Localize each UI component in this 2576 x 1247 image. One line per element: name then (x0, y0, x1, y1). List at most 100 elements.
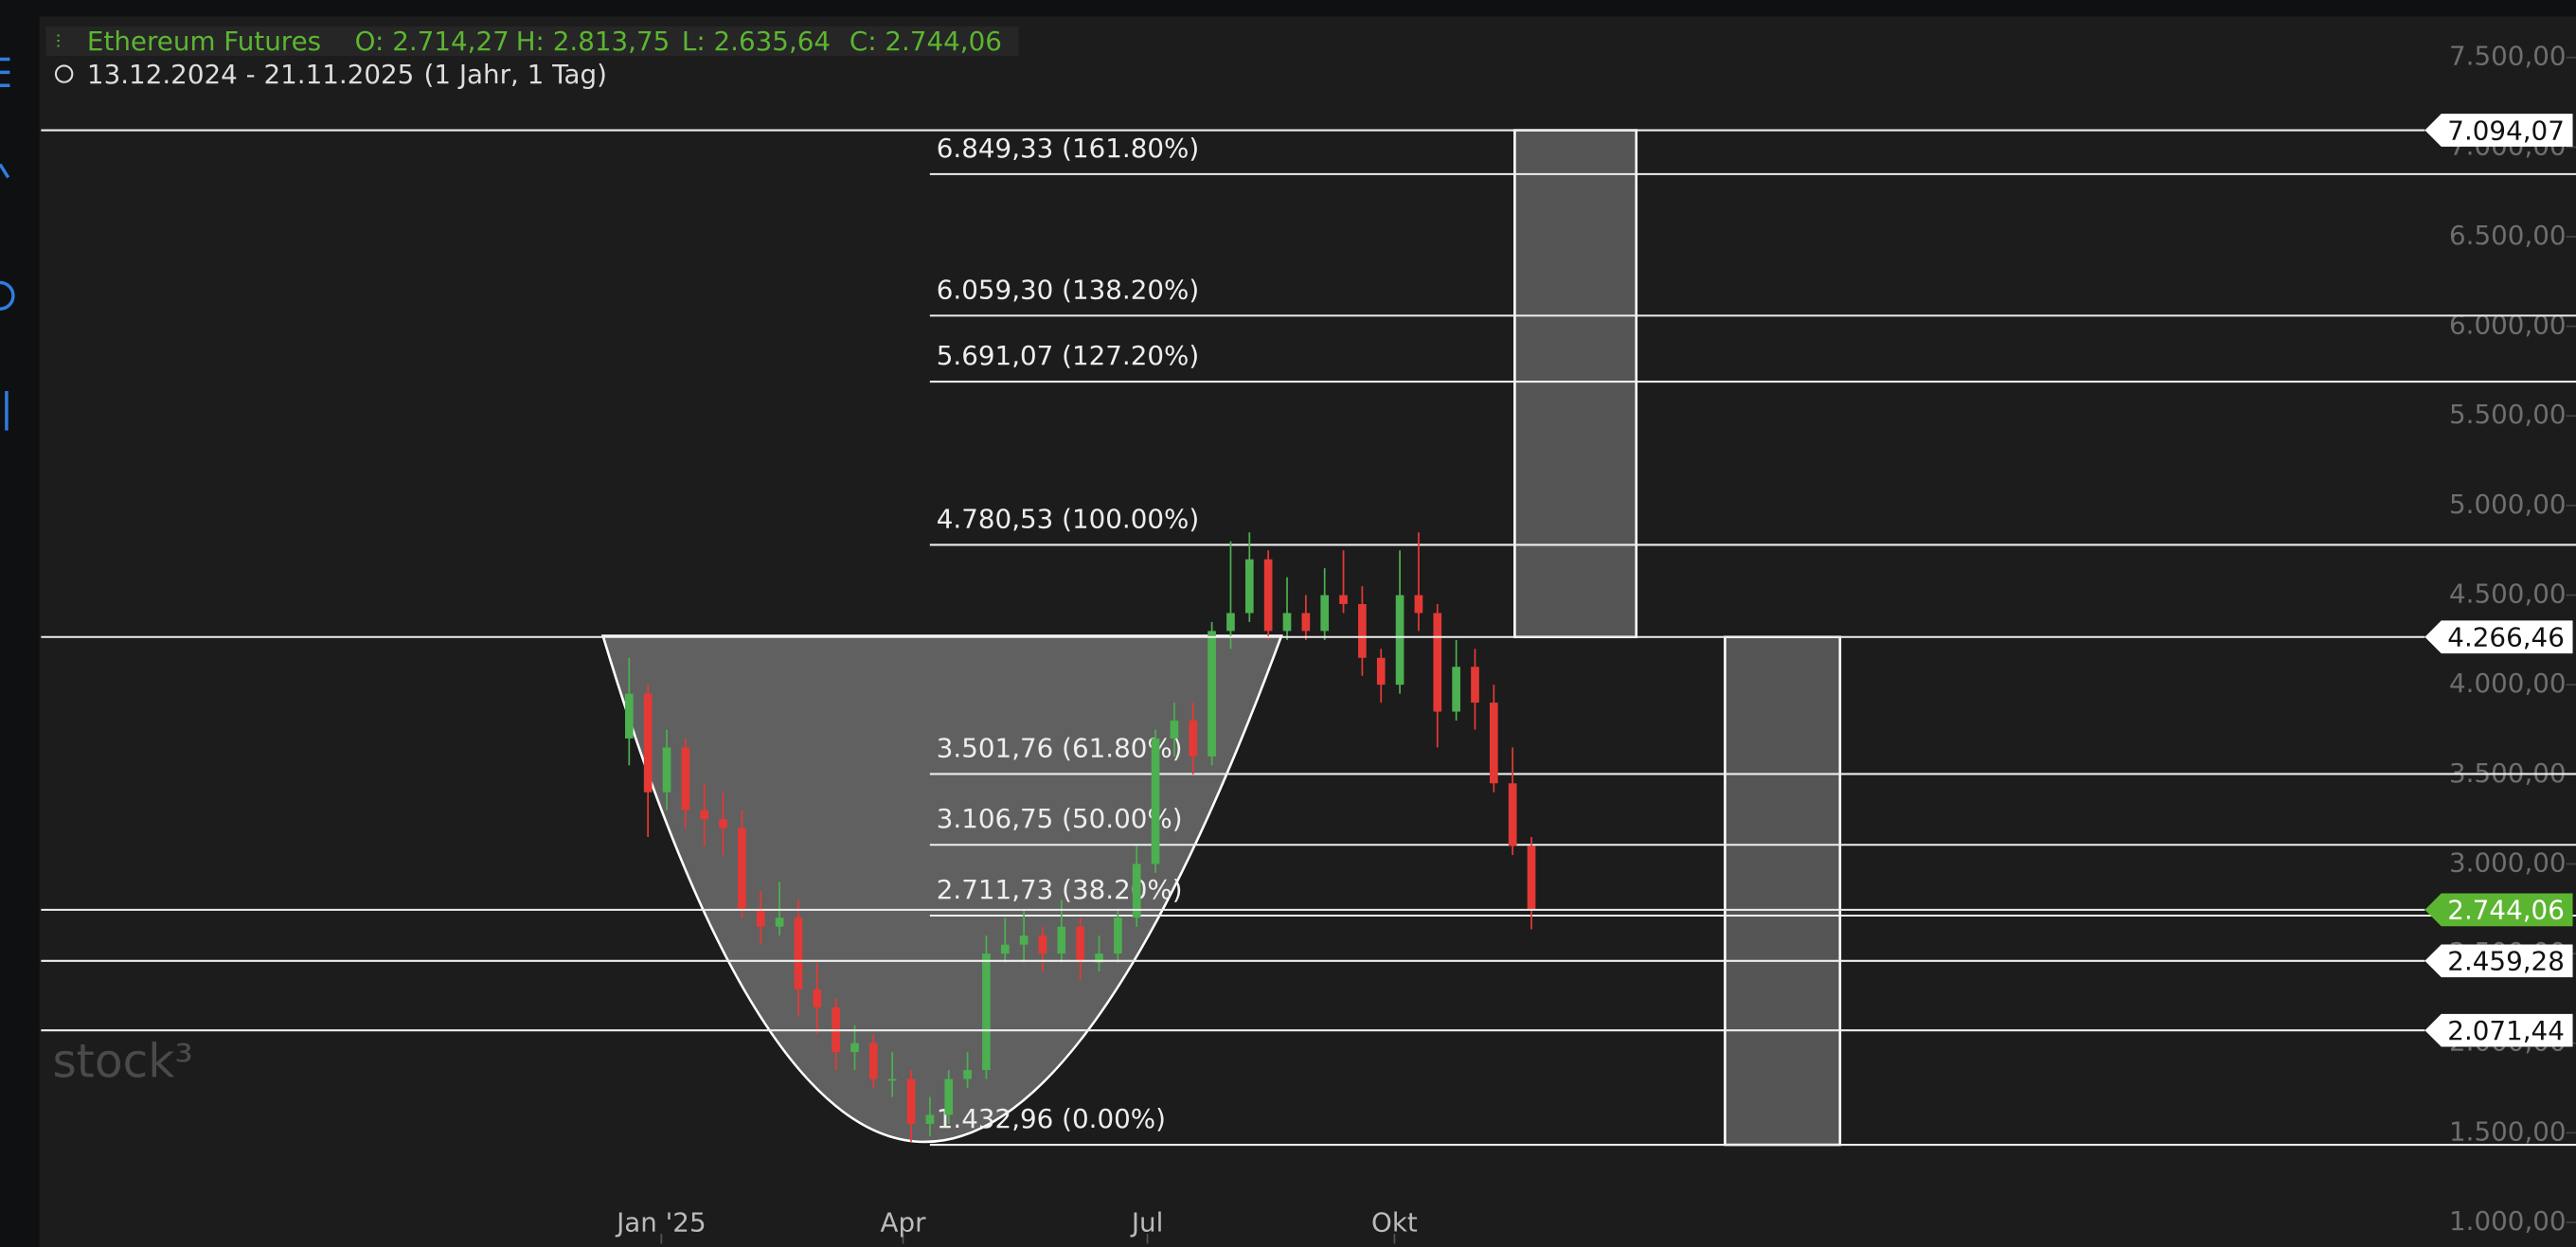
candle-body (1000, 944, 1010, 954)
candle-body (1132, 864, 1141, 918)
y-tick-label: 1.500,00 (2449, 1115, 2567, 1147)
candle-body (1244, 559, 1254, 614)
candle-body (1151, 738, 1160, 864)
instrument-title: Ethereum Futures (87, 26, 321, 57)
y-tick-label: 7.500,00 (2449, 41, 2567, 72)
price-tag-label: 2.744,06 (2447, 895, 2565, 926)
candle-body (813, 989, 822, 1007)
price-tag-label: 7.094,07 (2447, 115, 2565, 146)
header-bg (45, 26, 1019, 56)
price-tag-label: 2.459,28 (2447, 946, 2565, 977)
candle-body (906, 1078, 916, 1124)
ohlc-icon: ⫶ (56, 32, 61, 53)
candle-body (1376, 657, 1386, 686)
candle-body (1508, 783, 1517, 846)
target-zone (1513, 129, 1638, 639)
y-tick-label: 6.500,00 (2449, 220, 2567, 251)
candle-body (1471, 667, 1479, 704)
candle-body (1395, 595, 1404, 686)
candle-body (662, 747, 671, 793)
candle-body (756, 908, 765, 927)
y-tick-label: 4.500,00 (2449, 579, 2567, 610)
candle-body (1263, 559, 1273, 632)
y-tick-label: 4.000,00 (2449, 668, 2567, 699)
ohlc-open: O: 2.714,27 (355, 26, 510, 57)
candle-body (1358, 603, 1367, 658)
x-tick-label: Jan '25 (615, 1207, 707, 1238)
candle-body (681, 747, 690, 811)
candle-body (1320, 595, 1330, 632)
y-tick-label: 3.500,00 (2449, 757, 2567, 789)
price-tag (2424, 620, 2573, 654)
sidebar (0, 0, 40, 1247)
candle-body (925, 1114, 935, 1124)
candle-body (1019, 935, 1029, 945)
candle-body (982, 953, 991, 1071)
date-range: 13.12.2024 - 21.11.2025 (87, 59, 414, 90)
candle-body (1057, 926, 1066, 954)
candle-body (963, 1070, 972, 1079)
price-tag-label: 2.071,44 (2447, 1015, 2565, 1046)
period: (1 Jahr, 1 Tag) (424, 59, 607, 90)
candle-body (1076, 926, 1085, 963)
candle-body (1170, 721, 1179, 739)
icon (0, 280, 15, 311)
y-tick-label: 1.000,00 (2449, 1205, 2567, 1237)
target-zone (1724, 635, 1842, 1147)
candle-body (1301, 613, 1311, 632)
price-tag-label: 4.266,46 (2447, 621, 2565, 652)
cup-pattern (600, 634, 1283, 1144)
candle-body (700, 810, 709, 820)
price-tag (2424, 893, 2573, 927)
y-tick-label: 5.500,00 (2449, 399, 2567, 430)
candle-body (1414, 595, 1423, 614)
fib-label: 6.849,33 (161.80%) (937, 133, 1199, 164)
header: ⫶ Ethereum Futures O: 2.714,27 H: 2.813,… (45, 26, 1019, 90)
icon (0, 163, 10, 179)
price-tag (2424, 114, 2573, 147)
candle-body (1208, 631, 1216, 757)
candle-body (1095, 953, 1103, 963)
ohlc-high: H: 2.813,75 (516, 26, 671, 57)
candle-body (1489, 703, 1498, 784)
sidebar-icons (0, 57, 15, 431)
fib-label: 5.691,07 (127.20%) (937, 340, 1199, 371)
fib-label: 4.780,53 (100.00%) (937, 503, 1199, 534)
y-tick-label: 6.000,00 (2449, 310, 2567, 341)
candle-body (643, 693, 653, 793)
candle-body (624, 693, 634, 739)
candle-body (794, 917, 803, 989)
y-tick-label: 3.000,00 (2449, 846, 2567, 878)
ohlc-low: L: 2.635,64 (682, 26, 831, 57)
candle-body (850, 1042, 859, 1053)
price-tag (2424, 1013, 2573, 1047)
top-bar (0, 0, 2576, 17)
candle-body (1114, 917, 1122, 954)
icon (0, 57, 10, 87)
candle-body (1038, 935, 1047, 954)
candle-body (887, 1078, 897, 1081)
fib-label: 3.501,76 (61.80%) (937, 732, 1183, 763)
y-tick-label: 5.000,00 (2449, 489, 2567, 520)
fib-label: 1.432,96 (0.00%) (937, 1103, 1166, 1134)
fib-label: 6.059,30 (138.20%) (937, 274, 1199, 305)
clock-icon (54, 64, 74, 83)
ohlc-close: C: 2.744,06 (850, 26, 1002, 57)
watermark: stock³ (53, 1035, 193, 1088)
price-tag (2424, 944, 2573, 978)
candle-body (738, 828, 746, 909)
candle-body (869, 1042, 878, 1079)
fib-label: 2.711,73 (38.20%) (937, 874, 1183, 905)
candle-body (1433, 613, 1442, 712)
candle-body (719, 819, 727, 828)
candle-body (1282, 613, 1292, 632)
x-tick-label: Apr (881, 1207, 927, 1238)
x-tick-label: Okt (1371, 1207, 1418, 1238)
fib-label: 3.106,75 (50.00%) (937, 803, 1183, 834)
candle-body (1189, 721, 1198, 757)
candle-body (1226, 613, 1235, 632)
candle-body (1527, 846, 1536, 910)
candle-body (775, 917, 784, 927)
candle-body (944, 1078, 954, 1115)
